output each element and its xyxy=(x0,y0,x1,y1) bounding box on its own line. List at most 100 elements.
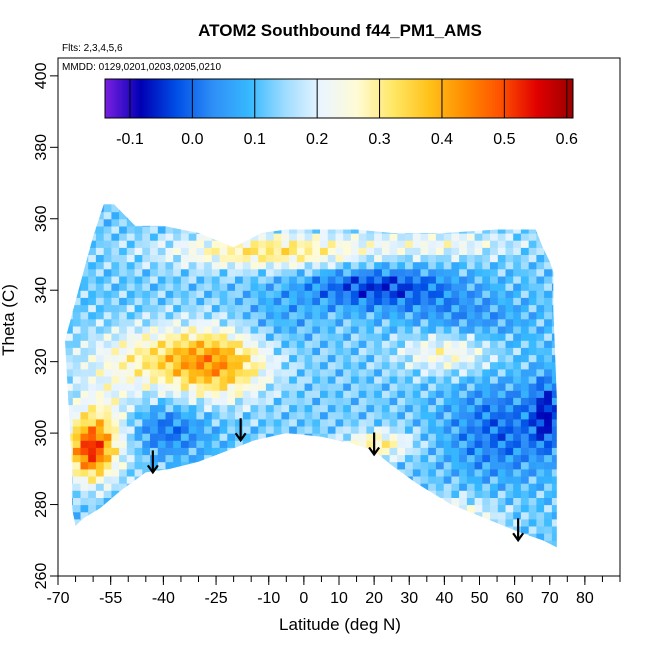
heat-cell xyxy=(296,468,306,477)
heat-cell xyxy=(227,511,236,520)
heat-cell xyxy=(111,347,120,356)
heat-cell xyxy=(142,204,151,205)
heat-cell xyxy=(335,261,344,270)
heat-cell xyxy=(544,311,553,320)
heat-cell xyxy=(505,518,514,527)
heat-cell xyxy=(474,361,483,370)
heat-cell xyxy=(88,497,97,506)
heat-cell xyxy=(304,325,313,334)
heat-cell xyxy=(466,483,476,491)
heat-cell xyxy=(412,318,422,327)
heat-cell xyxy=(536,254,545,263)
heat-cell xyxy=(72,497,82,506)
heat-cell xyxy=(72,311,82,320)
heat-cell xyxy=(381,454,391,463)
heat-cell xyxy=(150,411,159,420)
heat-cell xyxy=(374,268,383,277)
heat-cell xyxy=(482,411,491,420)
heat-cell xyxy=(505,304,514,313)
heat-cell xyxy=(560,497,568,505)
heat-cell xyxy=(312,204,321,205)
heat-cell xyxy=(459,404,468,413)
heat-cell xyxy=(126,461,136,470)
heat-cell xyxy=(544,275,553,284)
heat-cell xyxy=(474,233,483,241)
heat-cell xyxy=(551,275,557,284)
heat-cell xyxy=(157,325,167,334)
heat-cell xyxy=(389,240,398,248)
heat-cell xyxy=(343,490,352,498)
heat-cell xyxy=(551,225,557,234)
y-tick-label: 300 xyxy=(33,420,50,447)
heat-cell xyxy=(497,526,507,534)
heat-cell xyxy=(273,533,282,541)
heat-cell xyxy=(420,261,429,270)
heat-cell xyxy=(103,397,112,406)
heat-cell xyxy=(397,361,406,370)
heat-cell xyxy=(528,454,537,463)
heat-cell xyxy=(459,290,468,298)
heat-cell xyxy=(366,275,375,284)
heat-cell xyxy=(443,511,452,520)
heat-cell xyxy=(443,211,452,220)
heat-cell xyxy=(335,204,344,213)
heat-cell xyxy=(165,311,174,320)
heat-cell xyxy=(126,318,136,327)
heat-cell xyxy=(466,447,476,456)
heat-cell xyxy=(196,297,205,306)
heat-cell xyxy=(180,304,190,313)
heat-cell xyxy=(119,383,128,391)
heat-cell xyxy=(251,547,259,555)
heat-cell xyxy=(165,340,174,348)
heat-cell xyxy=(242,375,252,384)
heat-cell xyxy=(95,461,105,470)
heat-cell xyxy=(188,468,197,477)
heat-cell xyxy=(536,218,545,227)
heat-cell xyxy=(381,204,391,205)
heat-cell xyxy=(560,340,568,348)
heat-cell xyxy=(250,354,259,363)
heat-cell xyxy=(219,468,228,477)
heat-cell xyxy=(451,261,460,270)
heat-cell xyxy=(451,368,460,377)
heat-cell xyxy=(265,204,275,205)
heat-cell xyxy=(466,304,476,313)
heat-cell xyxy=(65,404,74,413)
heat-cell xyxy=(80,511,89,520)
heat-cell xyxy=(505,254,514,263)
heat-cell xyxy=(180,225,190,234)
heat-cell xyxy=(520,254,530,263)
heat-cell xyxy=(196,440,205,448)
heat-cell xyxy=(405,354,414,363)
heat-cell xyxy=(265,204,275,213)
heat-cell xyxy=(320,211,329,220)
heat-cell xyxy=(165,504,174,513)
heat-cell xyxy=(65,354,74,363)
heat-cell xyxy=(88,318,97,327)
heat-cell xyxy=(88,540,97,548)
heat-cell xyxy=(250,390,259,398)
heat-cell xyxy=(451,283,460,291)
heat-cell xyxy=(289,233,298,241)
heat-cell xyxy=(157,290,167,298)
colorbar: -0.1 0.0 0.1 0.2 0.3 0.4 0.5 0.6 xyxy=(104,78,578,148)
heat-cell xyxy=(497,218,507,227)
heat-cell xyxy=(320,218,329,227)
heat-cell xyxy=(111,204,120,213)
heat-cell xyxy=(173,540,182,548)
heat-cell xyxy=(451,461,460,470)
heat-cell xyxy=(312,347,321,356)
heat-cell xyxy=(412,383,422,391)
heat-cell xyxy=(296,218,306,227)
heat-cell xyxy=(444,555,452,563)
heat-cell xyxy=(389,375,398,384)
heat-cell xyxy=(227,411,236,420)
heat-cell xyxy=(350,225,360,234)
heat-cell xyxy=(405,275,414,284)
heat-cell xyxy=(428,547,436,555)
heat-cell xyxy=(397,404,406,413)
heat-cell xyxy=(389,526,398,534)
heat-cell xyxy=(350,447,360,456)
heat-cell xyxy=(420,540,429,548)
heat-cell xyxy=(258,440,267,448)
